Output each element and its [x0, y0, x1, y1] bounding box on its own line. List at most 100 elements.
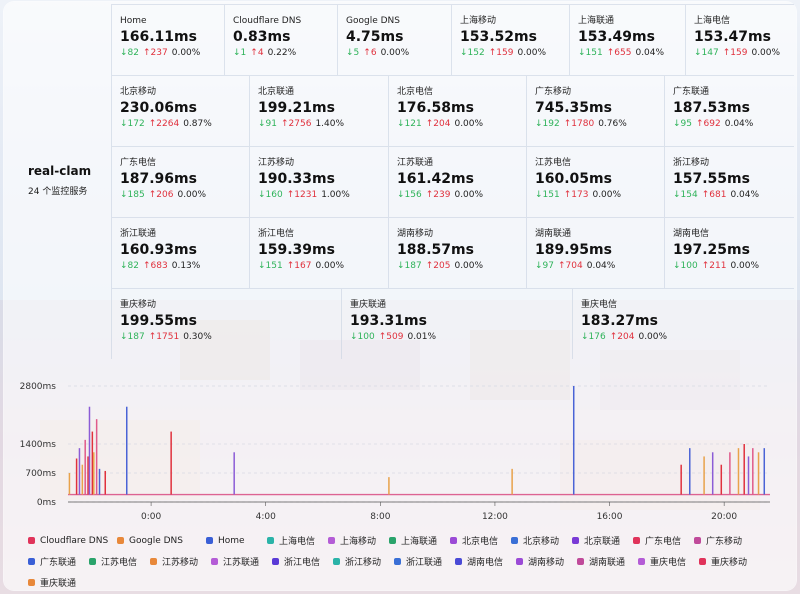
- loss-rate: 0.00%: [171, 48, 201, 58]
- max-latency: ↑239: [425, 190, 451, 200]
- legend-swatch: [633, 537, 640, 544]
- legend-item[interactable]: Cloudflare DNS: [28, 534, 117, 547]
- x-tick-label: 12:00: [482, 512, 508, 522]
- loss-rate: 0.00%: [751, 48, 781, 58]
- legend-label: 重庆联通: [40, 579, 77, 589]
- service-stats: ↓176 ↑204 0.00%: [581, 332, 794, 342]
- legend-item[interactable]: 湖南移动: [516, 555, 577, 568]
- service-name: 江苏移动: [258, 158, 295, 168]
- legend-swatch: [638, 558, 645, 565]
- legend-item[interactable]: Google DNS: [117, 534, 206, 547]
- service-cell[interactable]: 上海联通 153.49ms ↓151 ↑655 0.04%: [569, 4, 685, 75]
- max-latency: ↑204: [425, 119, 451, 129]
- service-cell[interactable]: Home 166.11ms ↓82 ↑237 0.00%: [111, 4, 224, 75]
- legend-item[interactable]: 北京电信: [450, 534, 511, 547]
- service-cell[interactable]: 广东移动 745.35ms ↓192 ↑1780 0.76%: [526, 75, 664, 146]
- min-latency: ↓91: [258, 119, 277, 129]
- loss-rate: 1.40%: [315, 119, 345, 129]
- legend-swatch: [333, 558, 340, 565]
- service-name: 浙江联通: [120, 229, 157, 239]
- service-stats: ↓91 ↑2756 1.40%: [258, 119, 388, 129]
- legend-item[interactable]: 湖南电信: [455, 555, 516, 568]
- service-latency: 160.05ms: [535, 171, 612, 187]
- legend-item[interactable]: 重庆电信: [638, 555, 699, 568]
- service-cell[interactable]: 重庆移动 199.55ms ↓187 ↑1751 0.30%: [111, 288, 341, 359]
- min-latency: ↓151: [535, 190, 560, 200]
- service-name: 浙江移动: [673, 158, 710, 168]
- legend-label: 浙江电信: [284, 558, 321, 568]
- legend-item[interactable]: 广东移动: [694, 534, 755, 547]
- service-cell[interactable]: 广东联通 187.53ms ↓95 ↑692 0.04%: [664, 75, 794, 146]
- service-cell[interactable]: Google DNS 4.75ms ↓5 ↑6 0.00%: [337, 4, 451, 75]
- legend-item[interactable]: 湖南联通: [577, 555, 638, 568]
- y-tick-label: 700ms: [25, 469, 56, 479]
- service-cell[interactable]: 浙江电信 159.39ms ↓151 ↑167 0.00%: [249, 217, 388, 288]
- service-cell[interactable]: 广东电信 187.96ms ↓185 ↑206 0.00%: [111, 146, 249, 217]
- legend-item[interactable]: 广东联通: [28, 555, 89, 568]
- service-cell[interactable]: 重庆电信 183.27ms ↓176 ↑204 0.00%: [572, 288, 794, 359]
- service-cell[interactable]: 上海电信 153.47ms ↓147 ↑159 0.00%: [685, 4, 794, 75]
- service-cell[interactable]: 上海移动 153.52ms ↓152 ↑159 0.00%: [451, 4, 569, 75]
- service-latency: 193.31ms: [350, 313, 427, 329]
- service-name: 重庆移动: [120, 300, 157, 310]
- latency-chart[interactable]: 2800ms 1400ms 700ms 0ms 0:00 4:00 8:00 12:00 16:…: [4, 374, 800, 524]
- max-latency: ↑206: [148, 190, 174, 200]
- legend-item[interactable]: 北京联通: [572, 534, 633, 547]
- loss-rate: 0.00%: [517, 48, 547, 58]
- service-cell[interactable]: 浙江移动 157.55ms ↓154 ↑681 0.04%: [664, 146, 794, 217]
- service-latency: 159.39ms: [258, 242, 335, 258]
- legend-swatch: [455, 558, 462, 565]
- legend-item[interactable]: 上海联通: [389, 534, 450, 547]
- legend-swatch: [516, 558, 523, 565]
- legend-item[interactable]: 江苏联通: [211, 555, 272, 568]
- service-cell[interactable]: 北京移动 230.06ms ↓172 ↑2264 0.87%: [111, 75, 249, 146]
- service-cell[interactable]: 北京电信 176.58ms ↓121 ↑204 0.00%: [388, 75, 526, 146]
- legend-item[interactable]: 江苏电信: [89, 555, 150, 568]
- loss-rate: 0.01%: [407, 332, 437, 342]
- service-stats: ↓154 ↑681 0.04%: [673, 190, 794, 200]
- legend-item[interactable]: 广东电信: [633, 534, 694, 547]
- service-latency: 176.58ms: [397, 100, 474, 116]
- max-latency: ↑2756: [281, 119, 312, 129]
- legend-item[interactable]: 重庆联通: [28, 576, 89, 589]
- service-name: 广东联通: [673, 87, 710, 97]
- node-name[interactable]: real-clam: [28, 164, 92, 178]
- service-cell[interactable]: 浙江联通 160.93ms ↓82 ↑683 0.13%: [111, 217, 249, 288]
- legend-item[interactable]: 江苏移动: [150, 555, 211, 568]
- service-stats: ↓152 ↑159 0.00%: [460, 48, 569, 58]
- legend-swatch: [28, 579, 35, 586]
- max-latency: ↑211: [701, 261, 727, 271]
- legend-item[interactable]: Home: [206, 534, 267, 547]
- service-cell[interactable]: 江苏电信 160.05ms ↓151 ↑173 0.00%: [526, 146, 664, 217]
- legend-swatch: [699, 558, 706, 565]
- service-stats: ↓192 ↑1780 0.76%: [535, 119, 664, 129]
- legend-swatch: [89, 558, 96, 565]
- legend-swatch: [328, 537, 335, 544]
- service-cell[interactable]: 湖南电信 197.25ms ↓100 ↑211 0.00%: [664, 217, 794, 288]
- service-name: 湖南联通: [535, 229, 572, 239]
- legend-item[interactable]: 上海电信: [267, 534, 328, 547]
- legend-item[interactable]: 浙江联通: [394, 555, 455, 568]
- x-tick-label: 20:00: [711, 512, 737, 522]
- service-cell[interactable]: Cloudflare DNS 0.83ms ↓1 ↑4 0.22%: [224, 4, 337, 75]
- legend-label: 广东电信: [645, 537, 682, 547]
- legend-swatch: [511, 537, 518, 544]
- legend-swatch: [572, 537, 579, 544]
- legend-label: 上海移动: [340, 537, 377, 547]
- max-latency: ↑167: [286, 261, 312, 271]
- legend-swatch: [28, 558, 35, 565]
- service-cell[interactable]: 北京联通 199.21ms ↓91 ↑2756 1.40%: [249, 75, 388, 146]
- service-cell[interactable]: 江苏联通 161.42ms ↓156 ↑239 0.00%: [388, 146, 526, 217]
- service-cell[interactable]: 湖南联通 189.95ms ↓97 ↑704 0.04%: [526, 217, 664, 288]
- legend-item[interactable]: 浙江电信: [272, 555, 333, 568]
- service-cell[interactable]: 湖南移动 188.57ms ↓187 ↑205 0.00%: [388, 217, 526, 288]
- service-name: 广东电信: [120, 158, 157, 168]
- min-latency: ↓187: [397, 261, 422, 271]
- legend-item[interactable]: 浙江移动: [333, 555, 394, 568]
- service-latency: 230.06ms: [120, 100, 197, 116]
- legend-item[interactable]: 上海移动: [328, 534, 389, 547]
- service-cell[interactable]: 重庆联通 193.31ms ↓100 ↑509 0.01%: [341, 288, 572, 359]
- legend-item[interactable]: 重庆移动: [699, 555, 760, 568]
- legend-item[interactable]: 北京移动: [511, 534, 572, 547]
- service-cell[interactable]: 江苏移动 190.33ms ↓160 ↑1231 1.00%: [249, 146, 388, 217]
